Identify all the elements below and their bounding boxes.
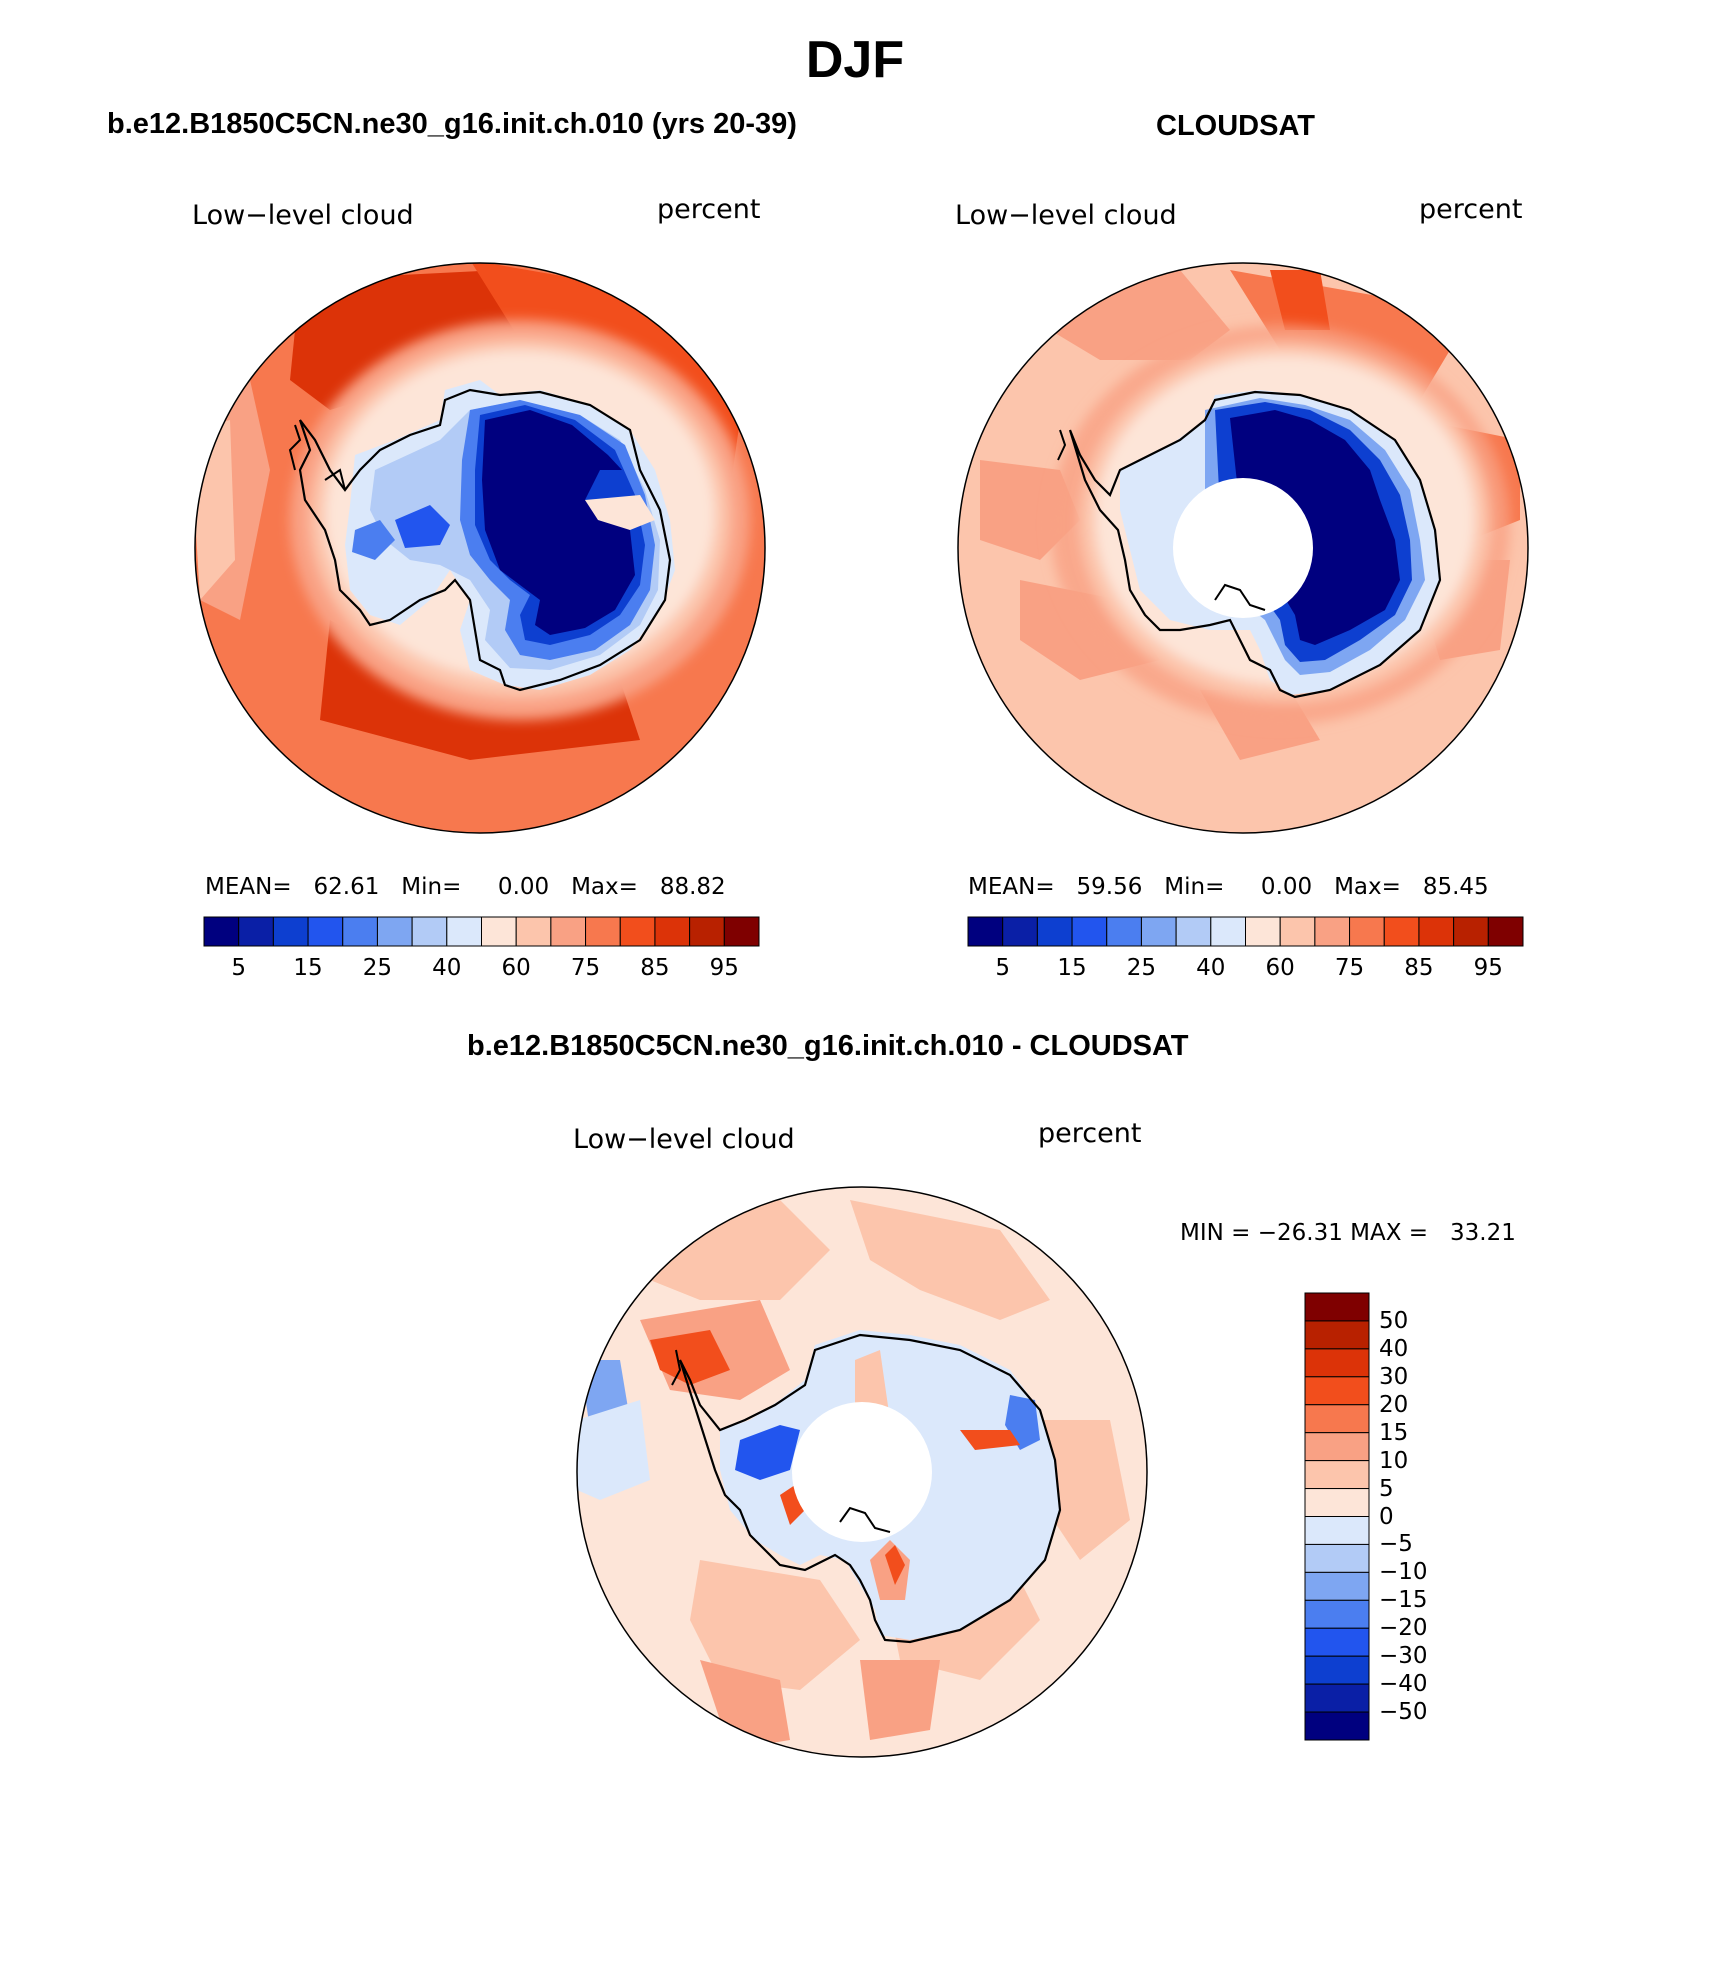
- colorbar-swatch: [307, 916, 344, 947]
- colorbar-swatch: [1304, 1432, 1370, 1462]
- colorbar-swatch: [723, 916, 760, 947]
- colorbar-tick-label: 0: [1379, 1503, 1394, 1530]
- colorbar-swatch: [1349, 916, 1385, 947]
- colorbar-tick-label: 60: [1265, 955, 1295, 981]
- colorbar-tick-label: −10: [1379, 1559, 1428, 1586]
- panel3-stats: MIN = −26.31 MAX = 33.21: [1180, 1220, 1516, 1246]
- colorbar-swatch: [411, 916, 448, 947]
- figure-title: DJF: [805, 31, 905, 89]
- colorbar-swatch: [481, 916, 517, 947]
- colorbar-tick-label: 30: [1379, 1363, 1409, 1390]
- colorbar-swatch: [1304, 1320, 1370, 1350]
- colorbar-swatch: [1304, 1711, 1370, 1741]
- colorbar-tick-label: 40: [432, 955, 462, 981]
- colorbar-swatch: [1487, 916, 1524, 947]
- panel2-variable-label: Low−level cloud: [955, 200, 1177, 231]
- colorbar-tick-label: 75: [570, 955, 601, 981]
- colorbar-tick-label: 40: [1196, 955, 1226, 981]
- colorbar-tick-label: 25: [1126, 955, 1157, 981]
- colorbar-swatch: [654, 916, 691, 947]
- colorbar-swatch: [1071, 916, 1108, 947]
- panel3-variable-label: Low−level cloud: [573, 1124, 795, 1155]
- colorbar-swatch: [1140, 916, 1177, 947]
- panel3-units-label: percent: [1038, 1118, 1142, 1149]
- colorbar-tick-label: −5: [1379, 1531, 1413, 1558]
- colorbar-swatch: [342, 916, 378, 947]
- panel1-units-label: percent: [657, 194, 761, 225]
- panel1-map: [194, 262, 766, 834]
- colorbar-swatch: [1210, 916, 1246, 947]
- colorbar-tick-label: 25: [362, 955, 393, 981]
- colorbar-tick-label: 95: [1473, 955, 1503, 981]
- colorbar-tick-label: 5: [1379, 1475, 1394, 1502]
- colorbar-tick-label: 95: [709, 955, 739, 981]
- colorbar-swatch: [1106, 916, 1142, 947]
- panel2-units-label: percent: [1419, 194, 1523, 225]
- colorbar-tick-label: −50: [1379, 1699, 1428, 1726]
- colorbar-swatch: [446, 916, 482, 947]
- colorbar-tick-label: 5: [995, 955, 1011, 981]
- colorbar-tick-label: 50: [1379, 1307, 1409, 1334]
- colorbar-tick-label: 20: [1379, 1391, 1409, 1418]
- colorbar-swatch: [1304, 1516, 1370, 1545]
- colorbar-swatch: [1002, 916, 1038, 947]
- colorbar-swatch: [1418, 916, 1455, 947]
- colorbar-swatch: [1304, 1627, 1370, 1657]
- colorbar-swatch: [1036, 916, 1073, 947]
- colorbar-tick-label: 10: [1379, 1447, 1409, 1474]
- colorbar-swatch: [1304, 1655, 1370, 1685]
- colorbar-tick-label: 60: [501, 955, 531, 981]
- colorbar-tick-label: 15: [293, 955, 323, 981]
- panel1-variable-label: Low−level cloud: [192, 200, 414, 231]
- colorbar-swatch: [203, 916, 240, 947]
- colorbar-swatch: [1245, 916, 1281, 947]
- panel3-colorbar: [1304, 1292, 1370, 1741]
- panel2-map: [957, 262, 1529, 834]
- colorbar-swatch: [1304, 1571, 1370, 1601]
- colorbar-swatch: [1304, 1543, 1370, 1573]
- colorbar-tick-label: 40: [1379, 1335, 1409, 1362]
- colorbar-tick-label: −20: [1379, 1615, 1428, 1642]
- colorbar-swatch: [585, 916, 621, 947]
- colorbar-swatch: [1175, 916, 1212, 947]
- colorbar-swatch: [1304, 1348, 1370, 1378]
- panel1-stats: MEAN= 62.61 Min= 0.00 Max= 88.82: [205, 874, 726, 900]
- colorbar-swatch: [619, 916, 656, 947]
- colorbar-tick-label: −30: [1379, 1643, 1428, 1670]
- panel1-colorbar: [203, 916, 760, 947]
- colorbar-swatch: [689, 916, 725, 947]
- colorbar-swatch: [376, 916, 413, 947]
- colorbar-tick-label: 5: [231, 955, 247, 981]
- colorbar-swatch: [967, 916, 1004, 947]
- colorbar-swatch: [1304, 1404, 1370, 1434]
- panel2-colorbar: [967, 916, 1524, 947]
- colorbar-swatch: [238, 916, 274, 947]
- panel2-stats: MEAN= 59.56 Min= 0.00 Max= 85.45: [968, 874, 1489, 900]
- panel1-subtitle: b.e12.B1850C5CN.ne30_g16.init.ch.010 (yr…: [107, 108, 797, 140]
- colorbar-tick-label: 85: [640, 955, 670, 981]
- colorbar-swatch: [1314, 916, 1351, 947]
- colorbar-swatch: [1304, 1683, 1370, 1713]
- colorbar-swatch: [1304, 1488, 1370, 1517]
- colorbar-swatch: [1279, 916, 1316, 947]
- colorbar-tick-label: 85: [1404, 955, 1434, 981]
- panel3-subtitle: b.e12.B1850C5CN.ne30_g16.init.ch.010 - C…: [467, 1030, 1189, 1062]
- colorbar-swatch: [550, 916, 587, 947]
- panel3-map: [576, 1186, 1148, 1758]
- colorbar-swatch: [1383, 916, 1420, 947]
- colorbar-swatch: [1304, 1599, 1370, 1629]
- colorbar-tick-label: 75: [1334, 955, 1365, 981]
- colorbar-swatch: [272, 916, 309, 947]
- colorbar-tick-label: 15: [1379, 1419, 1409, 1446]
- colorbar-tick-label: 15: [1057, 955, 1087, 981]
- colorbar-swatch: [1304, 1376, 1370, 1406]
- panel2-subtitle: CLOUDSAT: [1156, 110, 1315, 142]
- colorbar-tick-label: −15: [1379, 1587, 1428, 1614]
- colorbar-swatch: [1304, 1292, 1370, 1322]
- colorbar-swatch: [1453, 916, 1489, 947]
- colorbar-tick-label: −40: [1379, 1671, 1428, 1698]
- colorbar-swatch: [515, 916, 552, 947]
- colorbar-swatch: [1304, 1460, 1370, 1490]
